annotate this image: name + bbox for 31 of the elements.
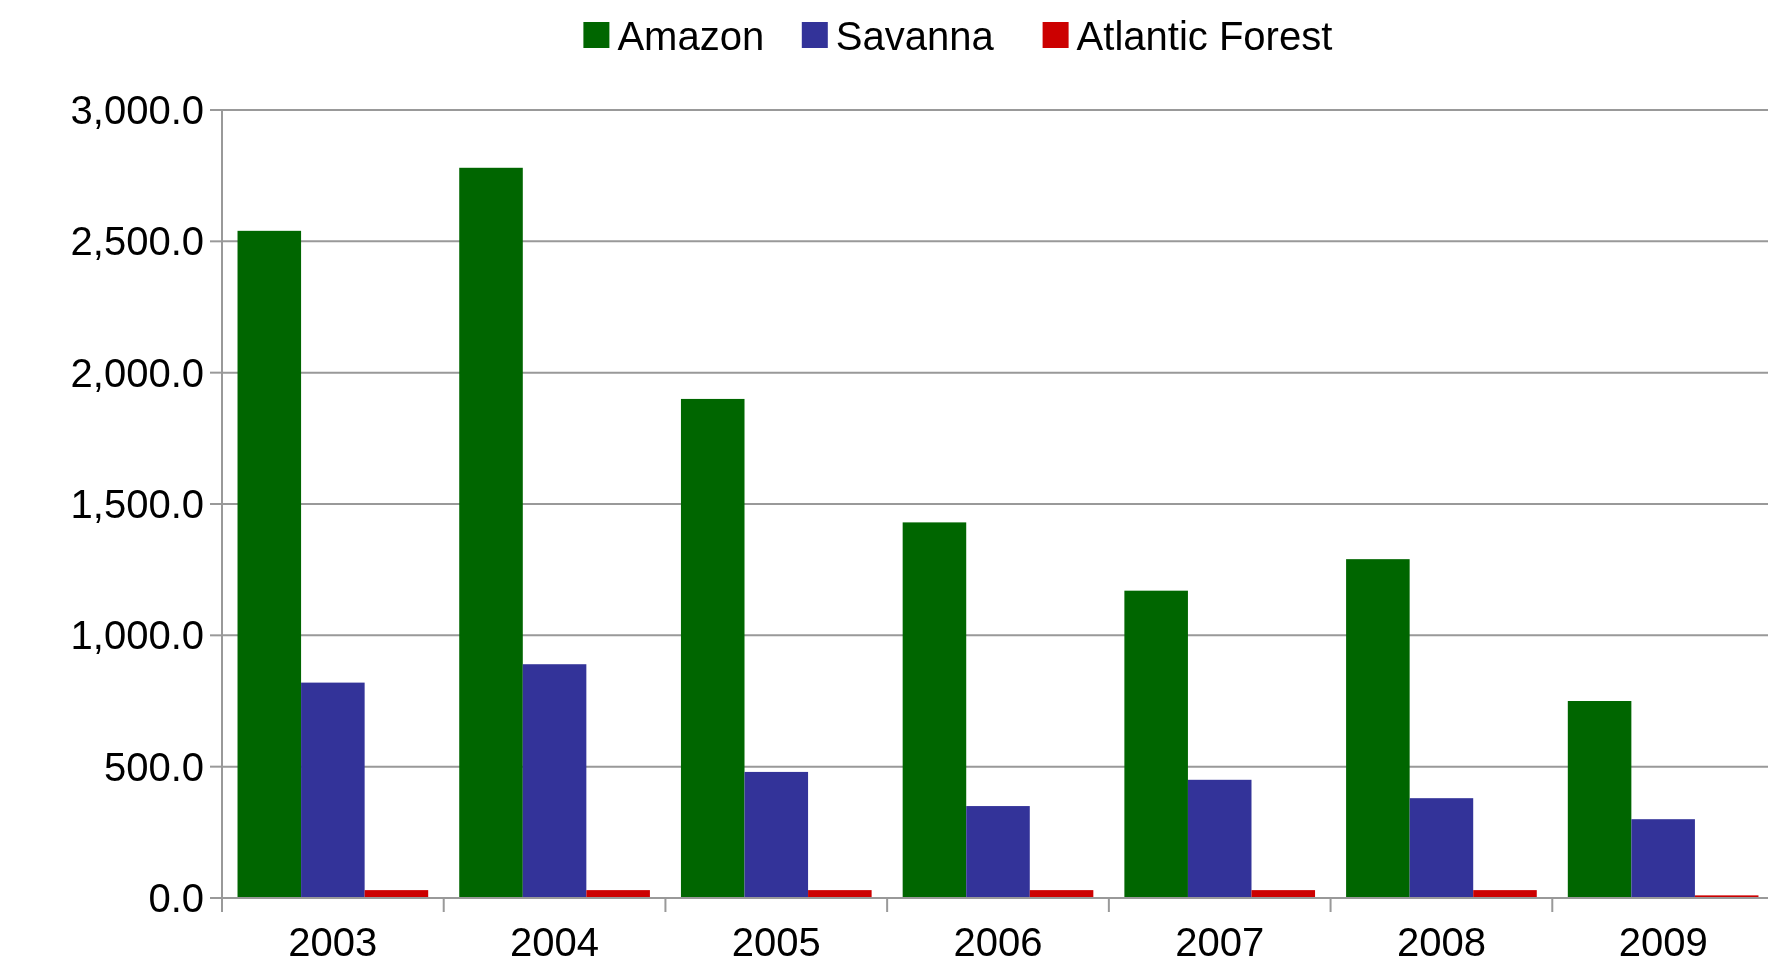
legend-label: Amazon — [617, 14, 765, 58]
x-tick-label: 2008 — [1396, 920, 1486, 964]
y-tick-label: 3,000.0 — [70, 88, 204, 132]
bar — [1631, 819, 1695, 898]
bar — [680, 398, 745, 898]
y-tick-label: 2,000.0 — [70, 350, 204, 395]
bar — [459, 167, 523, 898]
x-tick-label: 2009 — [1618, 920, 1708, 964]
bar — [237, 230, 302, 898]
bar — [301, 682, 365, 898]
bar — [1346, 559, 1410, 898]
x-tick-label: 2007 — [1175, 920, 1265, 964]
y-tick-label: 1,000.0 — [70, 613, 204, 658]
x-tick-label: 2006 — [953, 920, 1043, 964]
bar — [1409, 798, 1474, 898]
bar — [744, 771, 809, 898]
bar — [1187, 779, 1252, 898]
x-tick-label: 2004 — [510, 920, 600, 964]
legend-label: Atlantic Forest — [1076, 14, 1333, 58]
x-tick-label: 2005 — [731, 920, 821, 964]
legend-label: Savanna — [835, 14, 995, 58]
bar — [1567, 701, 1632, 898]
bar — [522, 664, 587, 898]
y-tick-label: 500.0 — [103, 744, 204, 789]
y-tick-label: 2,500.0 — [70, 219, 204, 264]
bar — [966, 806, 1030, 898]
bar — [1124, 590, 1188, 898]
x-tick-label: 2003 — [288, 920, 378, 964]
y-tick-label: 0.0 — [148, 876, 204, 920]
y-tick-label: 1,500.0 — [70, 482, 204, 526]
bar — [902, 522, 967, 898]
